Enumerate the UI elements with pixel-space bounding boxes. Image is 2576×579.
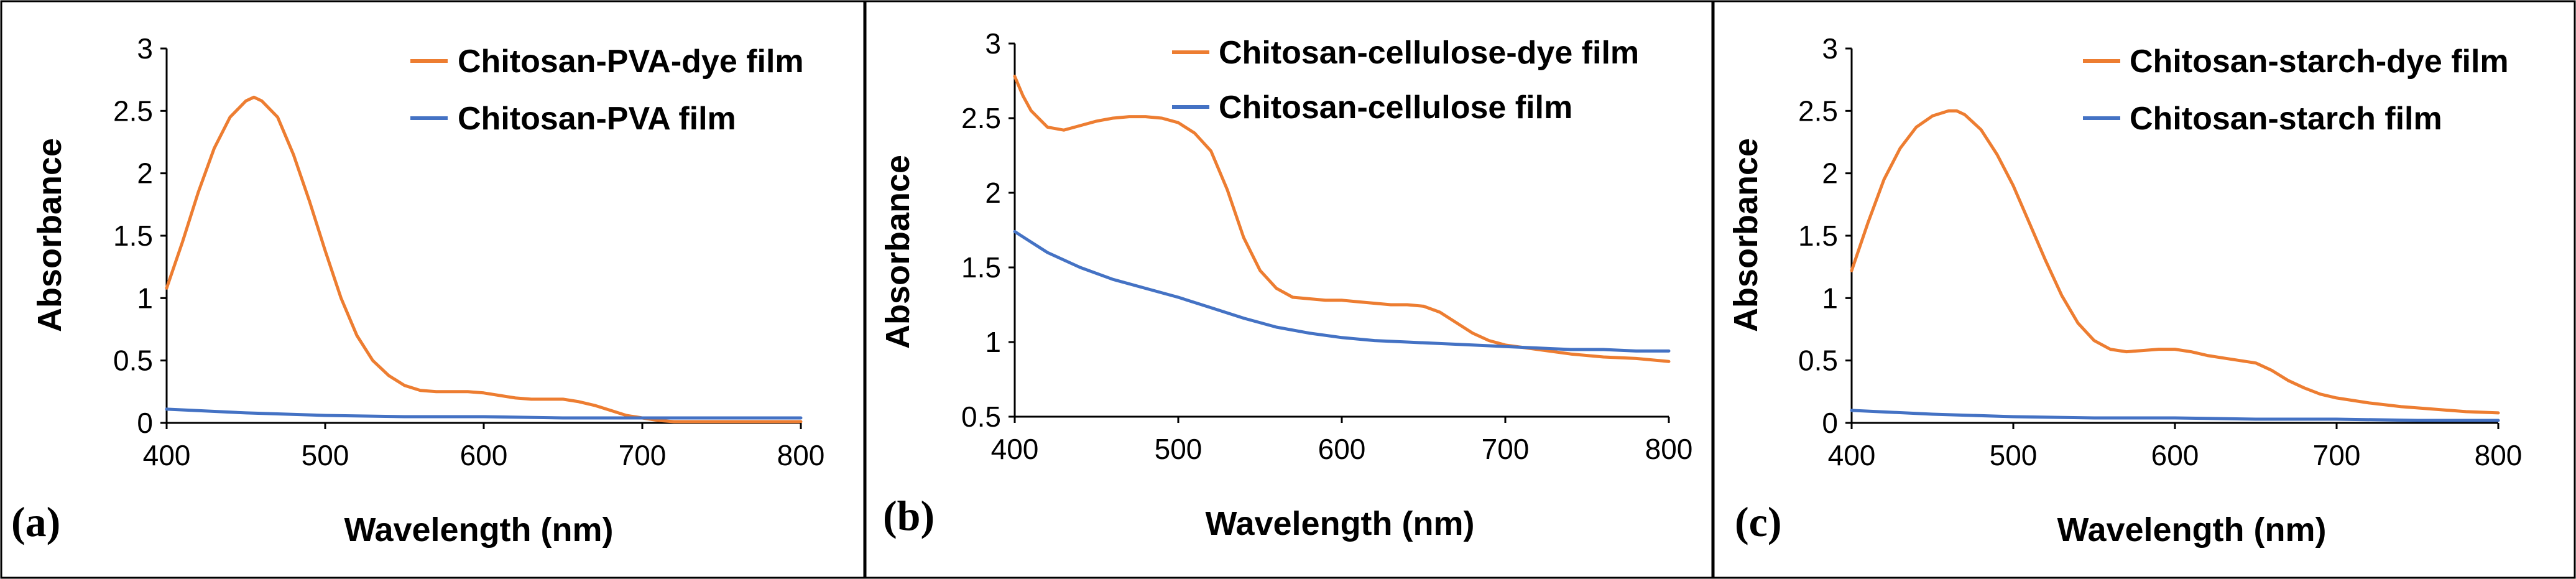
panel-b-legend-label-dye: Chitosan-cellulose-dye film	[1219, 35, 1639, 71]
panel-a-x-tick-label: 500	[302, 439, 349, 471]
panel-a-y-tick-label: 0	[137, 407, 153, 439]
panel-a-background	[1, 1, 864, 578]
panel-a-x-tick-label: 600	[460, 439, 508, 471]
panel-c-x-tick-label: 400	[1828, 439, 1876, 471]
panel-a-legend-label-dye: Chitosan-PVA-dye film	[458, 44, 804, 80]
panel-c-x-tick-label: 800	[2475, 439, 2523, 471]
panel-c-plot-area: 0 0.5 1 1.5 2 2.5 3 400 500 600 700 800	[1798, 32, 2522, 471]
panel-b-x-tick-label: 800	[1645, 433, 1693, 465]
panel-b-label: (b)	[883, 492, 935, 539]
panel-a-y-axis-title: Absorbance	[31, 138, 68, 332]
panel-a-legend-label-film: Chitosan-PVA film	[458, 101, 736, 137]
panel-b-y-tick-label: 2	[985, 177, 1001, 209]
panel-b-x-tick-label: 600	[1318, 433, 1366, 465]
panel-c-background	[1714, 1, 2575, 578]
panel-b-x-axis-title: Wavelength (nm)	[1205, 505, 1474, 542]
panel-c-label: (c)	[1735, 498, 1781, 545]
panel-c-x-tick-label: 500	[1990, 439, 2038, 471]
panel-a-x-tick-label: 400	[143, 439, 191, 471]
panel-c-y-tick-label: 1	[1822, 282, 1838, 314]
panel-a-y-tick-label: 3	[137, 32, 153, 65]
panel-c-series-dye-line	[1850, 109, 2500, 415]
panel-b-frame	[864, 0, 1714, 579]
panel-b-y-tick-label: 1	[985, 326, 1001, 358]
panel-c-legend: Chitosan-starch-dye film Chitosan-starch…	[2083, 44, 2509, 137]
panel-b-series-film-line	[1013, 229, 1671, 353]
panel-b-y-axis-title: Absorbance	[879, 155, 916, 349]
panel-c-y-tick-label: 3	[1822, 32, 1838, 65]
panel-a-y-tick-label: 2	[137, 157, 153, 190]
panel-c-frame	[1712, 0, 2576, 579]
panel-b-y-tick-label: 0.5	[961, 401, 1001, 433]
panel-c-x-axis-title: Wavelength (nm)	[2057, 511, 2326, 549]
panel-c-y-axis-title: Absorbance	[1727, 138, 1765, 332]
panel-a-y-tick-label: 2.5	[113, 95, 153, 127]
panel-c-y-tick-label: 0	[1822, 407, 1838, 439]
panel-a-x-tick-label: 800	[777, 439, 825, 471]
panel-c-legend-label-dye: Chitosan-starch-dye film	[2130, 44, 2509, 80]
panel-b-y-tick-label: 3	[985, 27, 1001, 60]
panel-c-x-tick-label: 600	[2151, 439, 2199, 471]
panel-a-y-tick-label: 1	[137, 282, 153, 314]
panel-b-plot-area: 0.5 1 1.5 2 2.5 3 400 500 600 700 800	[961, 27, 1692, 465]
panel-a-series-film-line	[165, 407, 803, 420]
panel-a-x-axis-title: Wavelength (nm)	[344, 511, 613, 549]
panel-c-y-tick-label: 1.5	[1798, 220, 1838, 252]
panel-a-x-tick-label: 700	[619, 439, 667, 471]
panel-b-series-dye-line	[1013, 75, 1671, 363]
panel-b-legend-label-film: Chitosan-cellulose film	[1219, 90, 1572, 126]
panel-a-legend: Chitosan-PVA-dye film Chitosan-PVA film	[410, 44, 804, 137]
panel-b: 0.5 1 1.5 2 2.5 3 400 500 600 700 800 Absorbance W…	[864, 0, 1714, 579]
panel-c-series-film-line	[1850, 409, 2500, 422]
panel-c-y-tick-label: 0.5	[1798, 345, 1838, 377]
panel-b-background	[866, 1, 1712, 578]
panel-a-y-tick-label: 1.5	[113, 220, 153, 252]
panel-a-label: (a)	[11, 498, 60, 545]
panel-a-y-tick-label: 0.5	[113, 345, 153, 377]
panel-a-frame	[0, 0, 866, 579]
panel-c-x-tick-label: 700	[2313, 439, 2361, 471]
panel-a-plot-area: 0 0.5 1 1.5 2 2.5 3 400 500 600 700 800	[113, 32, 824, 471]
panel-b-y-tick-label: 2.5	[961, 102, 1001, 134]
panel-c-y-tick-label: 2	[1822, 157, 1838, 190]
panel-c-legend-label-film: Chitosan-starch film	[2130, 101, 2442, 137]
panel-b-x-tick-label: 400	[991, 433, 1039, 465]
panel-b-legend: Chitosan-cellulose-dye film Chitosan-cel…	[1172, 35, 1639, 126]
panel-c-y-tick-label: 2.5	[1798, 95, 1838, 127]
panel-b-x-tick-label: 500	[1155, 433, 1203, 465]
panel-b-x-tick-label: 700	[1482, 433, 1530, 465]
panel-b-y-tick-label: 1.5	[961, 251, 1001, 284]
